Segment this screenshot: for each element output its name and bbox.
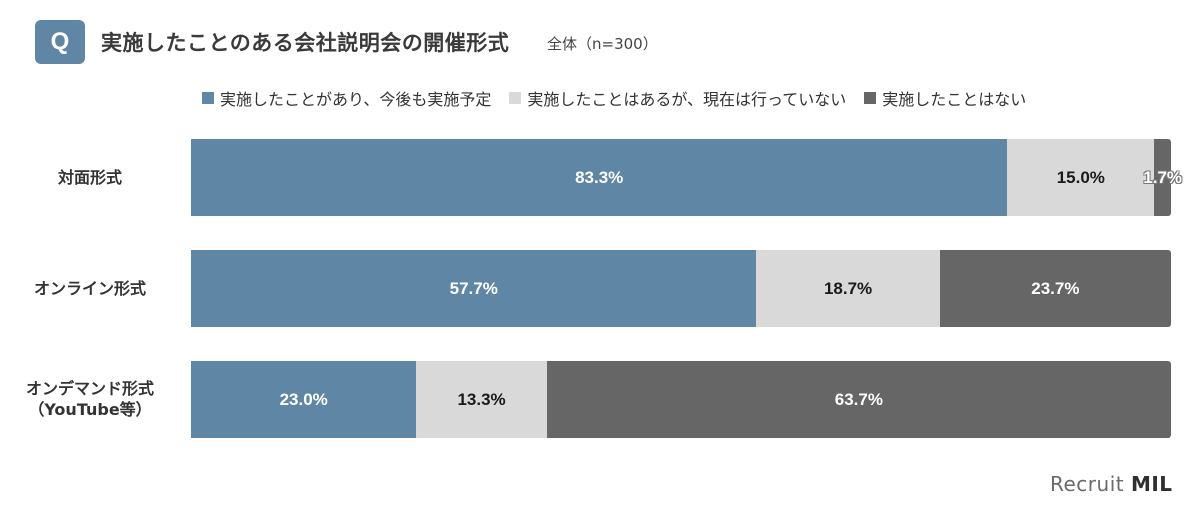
value-label: 1.7% [1143,167,1183,187]
row-label-line: オンライン形式 [33,279,146,298]
legend-swatch-icon [864,92,877,104]
chart-title: 実施したことのある会社説明会の開催形式 [101,31,510,55]
segment-never: 23.7% [939,250,1171,327]
logo-text: Recruit [1050,472,1131,496]
segment-planned: 83.3% [191,139,1008,216]
segment-discontinued: 13.3% [416,361,547,438]
bar-on-demand: 23.0% 13.3% 63.7% [191,361,1171,438]
row-label-on-demand: オンデマンド形式 （YouTube等） [0,378,180,420]
bar-online: 57.7% 18.7% 23.7% [191,250,1171,327]
row-label-online: オンライン形式 [0,278,180,299]
value-label: 15.0% [1056,167,1105,187]
bar-in-person: 83.3% 15.0% 1.7% [191,139,1182,216]
recruit-mil-logo: Recruit MIL [1050,472,1173,496]
legend: 実施したことがあり、今後も実施予定 実施したことはあるが、現在は行っていない 実… [202,86,1026,110]
legend-item-never: 実施したことはない [864,86,1026,110]
chart-subtitle: 全体（n=300） [547,35,658,53]
value-label: 63.7% [834,389,883,409]
segment-discontinued: 15.0% [1007,139,1155,216]
legend-label: 実施したことがあり、今後も実施予定 [220,90,492,109]
row-label-line: 対面形式 [57,168,122,187]
row-label-line: オンデマンド形式 [25,379,154,398]
value-label: 23.7% [1031,278,1080,298]
segment-never: 1.7% [1143,139,1182,216]
segment-planned: 57.7% [191,250,757,327]
value-label: 13.3% [457,389,506,409]
value-label: 23.0% [279,389,328,409]
value-label: 57.7% [449,278,498,298]
row-label-in-person: 対面形式 [0,167,180,188]
legend-swatch-icon [202,92,214,104]
logo-text-bold: MIL [1130,472,1173,496]
legend-label: 実施したことはない [882,90,1027,109]
legend-item-discontinued: 実施したことはあるが、現在は行っていない [509,86,846,110]
legend-item-planned: 実施したことがあり、今後も実施予定 [202,86,491,110]
segment-never: 63.7% [546,361,1171,438]
segment-discontinued: 18.7% [756,250,940,327]
segment-planned: 23.0% [191,361,417,438]
question-badge: Q [35,20,85,64]
value-label: 83.3% [575,167,624,187]
legend-label: 実施したことはあるが、現在は行っていない [527,90,847,109]
value-label: 18.7% [823,278,873,298]
legend-swatch-icon [509,92,522,104]
row-label-line: （YouTube等） [28,400,152,419]
